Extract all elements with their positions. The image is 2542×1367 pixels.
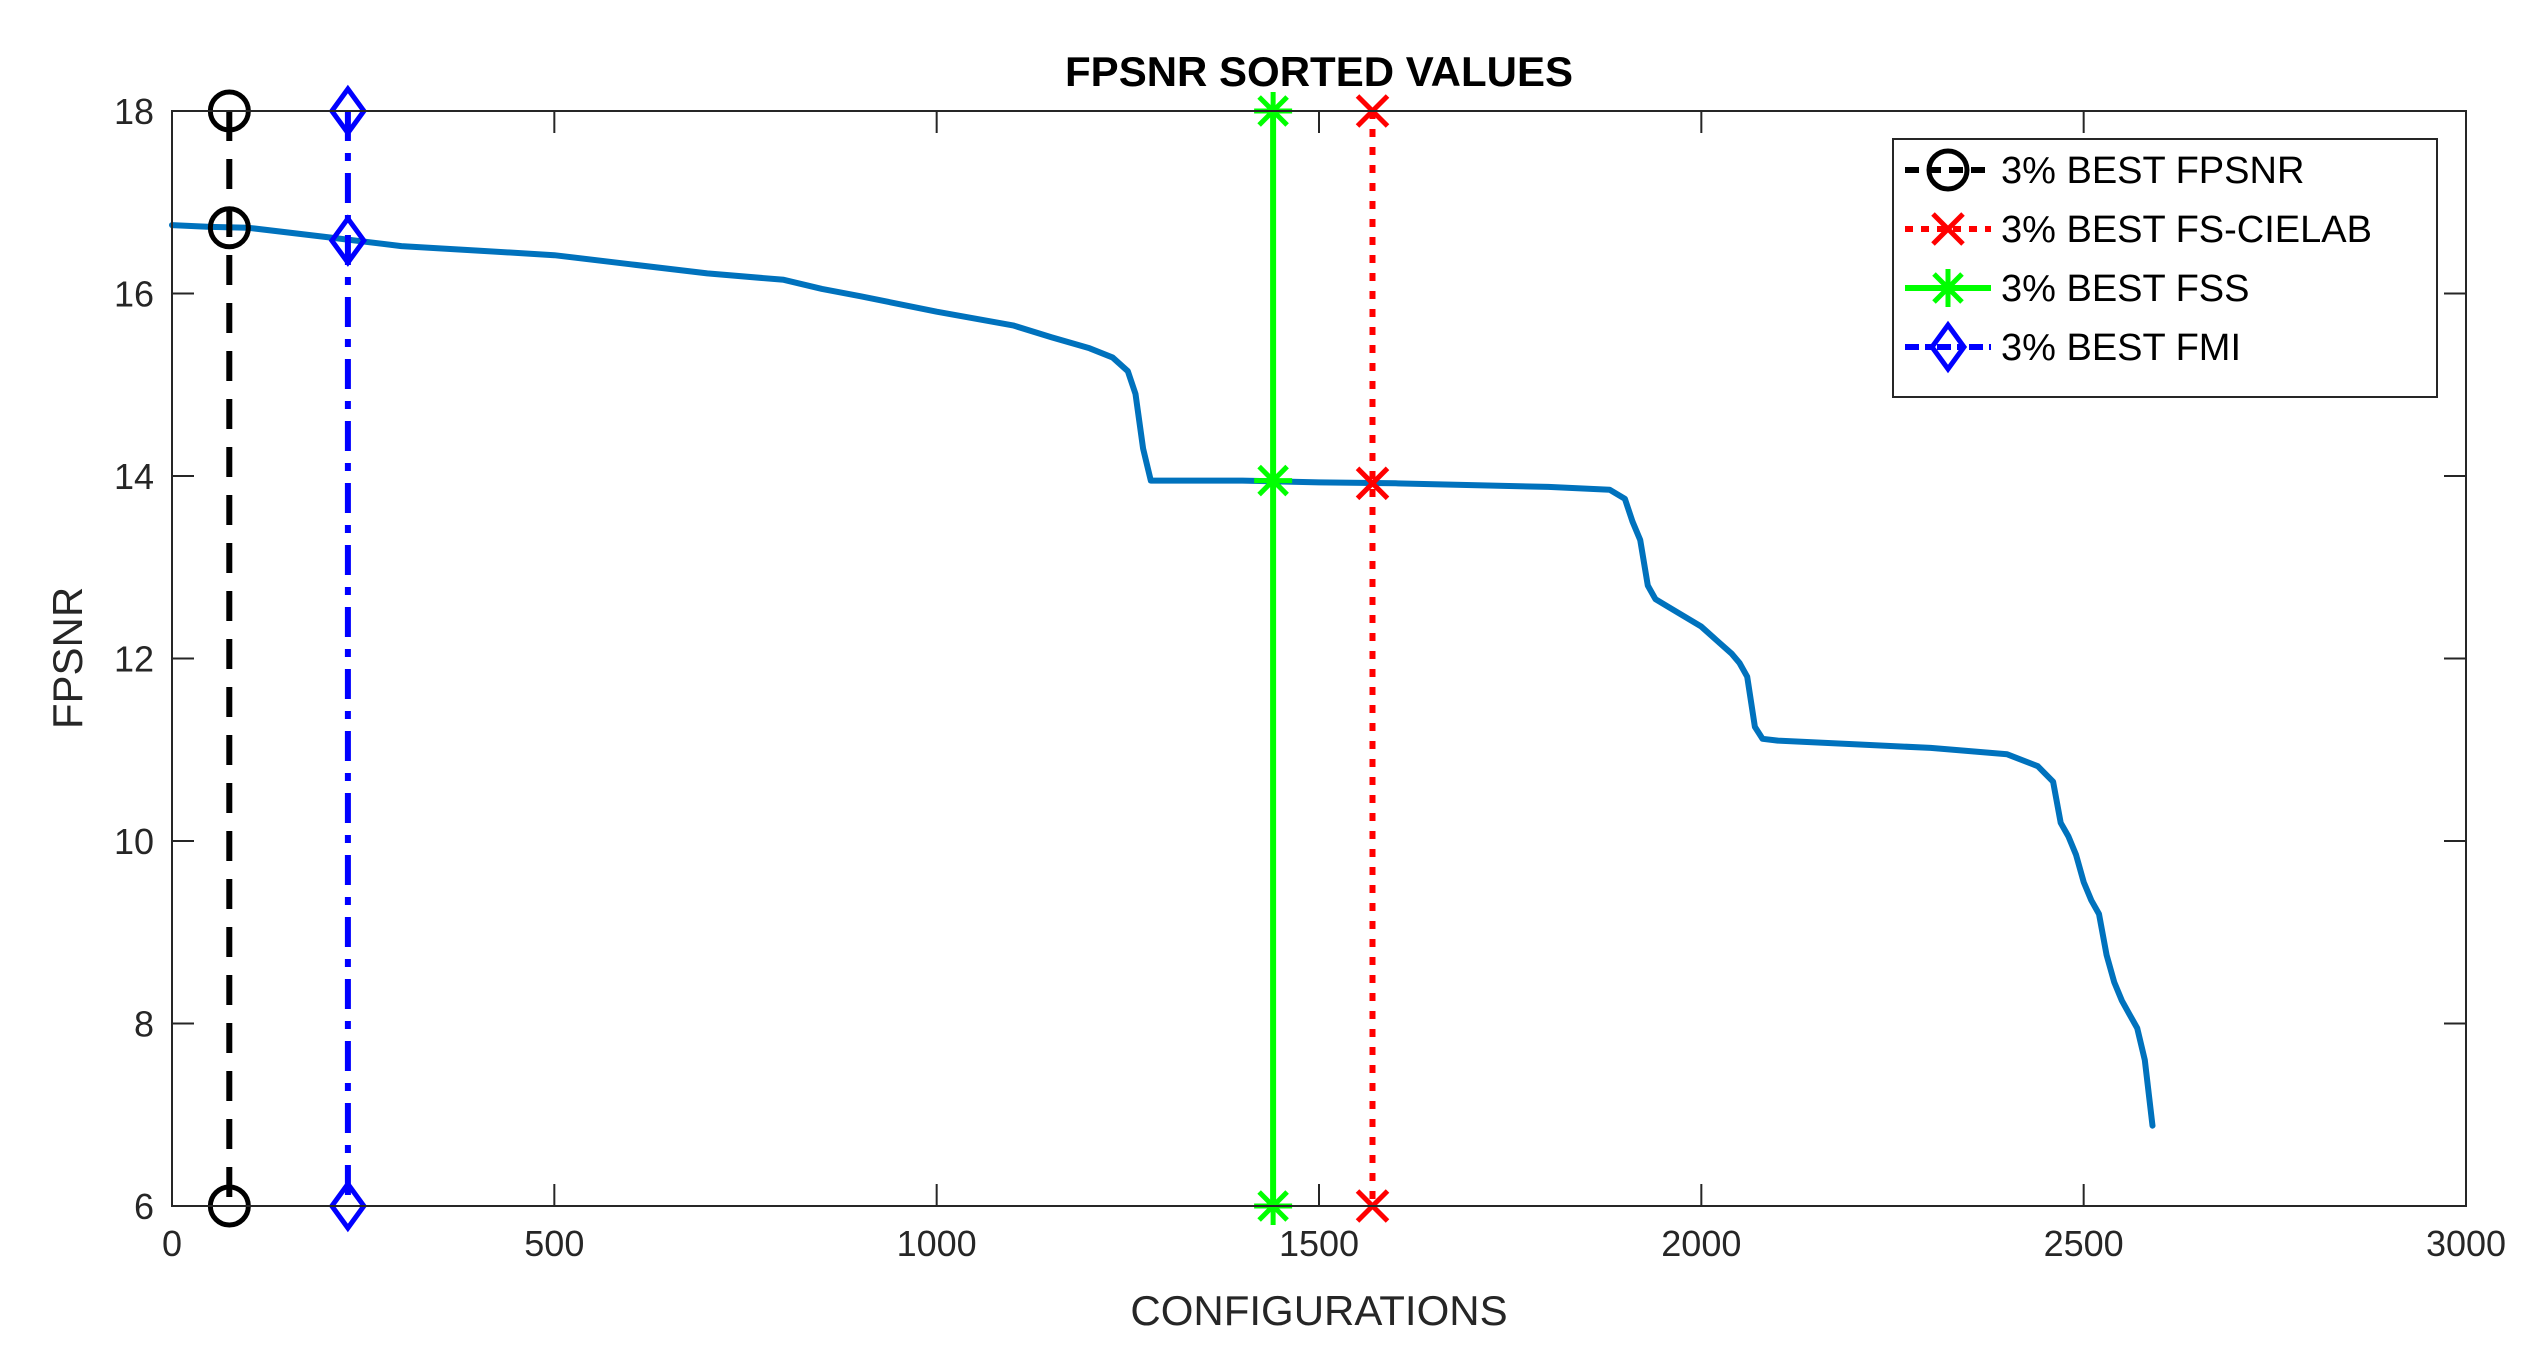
series-3-best-fmi xyxy=(328,84,367,1233)
series-marker xyxy=(1254,461,1293,500)
y-tick-label: 18 xyxy=(114,91,154,132)
legend-entry-3-best-fmi: 3% BEST FMI xyxy=(1905,320,2241,374)
x-tick-label: 0 xyxy=(162,1223,182,1264)
legend: 3% BEST FPSNR 3% BEST FS-CIELAB 3% BEST FS… xyxy=(1892,138,2438,398)
legend-box xyxy=(1892,138,2438,398)
chart-title: FPSNR SORTED VALUES xyxy=(1065,48,1573,95)
sorted-values-curve xyxy=(169,222,2156,1129)
legend-label: 3% BEST FS-CIELAB xyxy=(2001,209,2372,251)
legend-label: 3% BEST FPSNR xyxy=(2001,150,2304,192)
legend-swatch-marker xyxy=(1931,212,1965,246)
x-tick-label: 2000 xyxy=(1661,1223,1741,1264)
y-axis-title: FPSNR xyxy=(44,587,91,729)
legend-label: 3% BEST FSS xyxy=(2001,268,2250,310)
series-marker xyxy=(1355,466,1390,501)
series-marker xyxy=(328,84,367,138)
y-tick-label: 6 xyxy=(134,1186,154,1227)
series-marker xyxy=(328,1179,367,1233)
series-marker xyxy=(207,206,251,250)
legend-swatch-marker xyxy=(1928,320,1968,374)
y-tick-label: 8 xyxy=(134,1004,154,1045)
x-tick-label: 500 xyxy=(524,1223,584,1264)
x-tick-label: 2500 xyxy=(2044,1223,2124,1264)
y-tick-label: 10 xyxy=(114,821,154,862)
x-tick-label: 1500 xyxy=(1279,1223,1359,1264)
legend-swatch-marker xyxy=(1929,269,1967,307)
x-axis-title: CONFIGURATIONS xyxy=(1130,1287,1507,1334)
y-tick-label: 14 xyxy=(114,456,154,497)
x-tick-label: 3000 xyxy=(2426,1223,2506,1264)
series-layer xyxy=(169,84,2156,1233)
y-tick-label: 12 xyxy=(114,639,154,680)
legend-swatch-marker xyxy=(1926,148,1970,192)
plot-frame xyxy=(171,110,2467,1207)
legend-entry-3-best-fpsnr: 3% BEST FPSNR xyxy=(1905,148,2304,192)
y-tick-label: 16 xyxy=(114,274,154,315)
ticks-layer: 0 500 1000 1500 2000 2500 3000 6 8 10 12 14 16 18 xyxy=(114,91,2506,1264)
series-marker xyxy=(328,214,367,267)
legend-label: 3% BEST FMI xyxy=(2001,327,2241,369)
legend-entry-3-best-fss: 3% BEST FSS xyxy=(1905,268,2250,310)
legend-entry-3-best-fs-cielab: 3% BEST FS-CIELAB xyxy=(1905,209,2372,251)
x-tick-label: 1000 xyxy=(897,1223,977,1264)
